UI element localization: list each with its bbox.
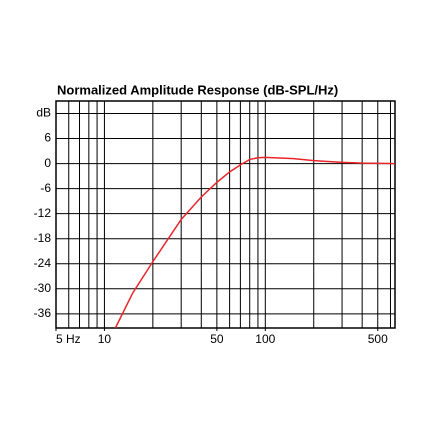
y-tick-label: 0: [44, 156, 51, 170]
line-series: [114, 156, 396, 329]
y-tick-label: dB: [36, 106, 51, 120]
y-tick-label: 6: [44, 131, 51, 145]
chart-title: Normalized Amplitude Response (dB-SPL/Hz…: [57, 82, 338, 97]
y-tick-label: -12: [34, 206, 52, 220]
y-tick-label: -36: [34, 306, 52, 320]
x-tick-label: 100: [255, 332, 275, 346]
x-tick-label: 5 Hz: [56, 332, 81, 346]
plot-frame: [55, 100, 396, 329]
y-tick-label: -24: [34, 256, 52, 270]
y-tick-label: -30: [34, 281, 52, 295]
x-tick-label: 10: [98, 332, 112, 346]
y-tick-label: -6: [40, 181, 51, 195]
y-tick-label: -18: [34, 231, 52, 245]
x-tick-label: 50: [210, 332, 224, 346]
x-tick-label: 500: [368, 332, 388, 346]
